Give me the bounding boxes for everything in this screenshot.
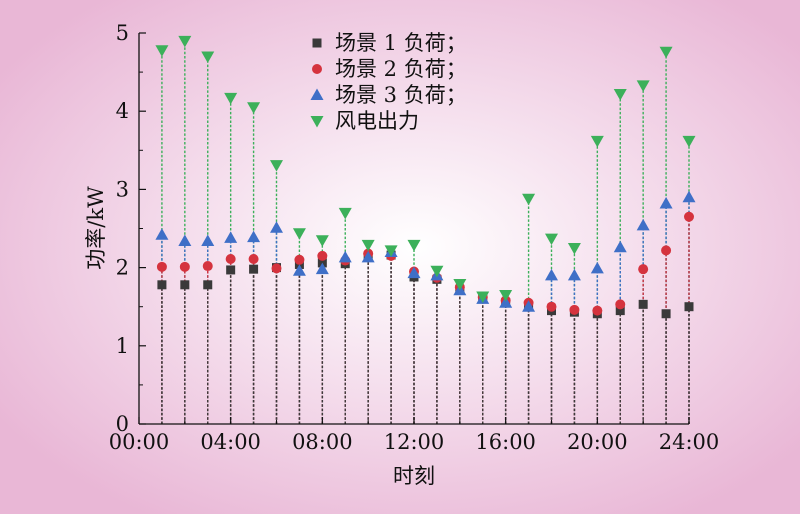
point-s4-4 — [224, 92, 238, 105]
point-s3-17 — [522, 300, 536, 312]
point-s4-12 — [407, 239, 421, 252]
point-s4-19 — [567, 243, 581, 255]
x-tick-label: 12:00 — [384, 430, 445, 454]
point-s4-13 — [430, 265, 444, 278]
x-tick-label: 24:00 — [659, 430, 720, 454]
point-s1-2 — [180, 280, 190, 290]
legend: 场景 1 负荷；场景 2 负荷；场景 3 负荷；风电出力 — [310, 31, 467, 133]
point-s3-23 — [659, 196, 673, 209]
point-s3-8 — [315, 262, 329, 275]
x-tick-label: 08:00 — [292, 430, 353, 454]
y-axis-title: 功率/kW — [84, 186, 108, 270]
point-s4-23 — [659, 46, 673, 59]
point-s1-3 — [203, 280, 213, 290]
point-s4-8 — [315, 235, 329, 247]
y-tick-label: 4 — [116, 99, 129, 123]
data-markers — [155, 35, 696, 319]
point-s3-22 — [636, 218, 650, 231]
point-s3-3 — [201, 234, 215, 247]
point-s1-23 — [661, 309, 671, 319]
point-s3-10 — [361, 250, 375, 263]
point-s2-7 — [294, 254, 305, 265]
point-s2-24 — [684, 211, 694, 222]
point-s4-5 — [247, 102, 261, 114]
point-s1-4 — [226, 265, 236, 275]
point-s4-21 — [613, 88, 627, 101]
point-s4-24 — [682, 135, 696, 148]
x-tick-label: 20:00 — [567, 430, 628, 454]
point-s3-6 — [270, 221, 283, 233]
legend-label-2: 场景 2 负荷； — [335, 57, 467, 81]
point-s4-20 — [590, 135, 604, 148]
point-s3-7 — [292, 264, 306, 276]
point-s2-20 — [592, 305, 603, 316]
legend-label-4: 风电出力 — [335, 109, 419, 133]
point-s3-2 — [178, 234, 192, 247]
point-s2-21 — [615, 299, 626, 310]
point-s1-5 — [249, 264, 259, 274]
point-s4-3 — [201, 51, 215, 63]
y-tick-label: 5 — [116, 21, 129, 45]
point-s2-23 — [661, 245, 672, 256]
point-s4-15 — [476, 291, 490, 304]
x-tick-label: 04:00 — [200, 430, 261, 454]
point-s2-22 — [638, 264, 649, 275]
point-s4-11 — [384, 245, 398, 257]
point-s4-18 — [545, 233, 558, 246]
point-s2-6 — [271, 263, 282, 274]
point-s3-4 — [224, 231, 238, 243]
point-s2-18 — [546, 301, 557, 312]
legend-marker-1 — [312, 38, 322, 48]
point-s4-22 — [636, 80, 650, 92]
point-s4-1 — [155, 45, 169, 57]
point-s3-20 — [590, 261, 604, 274]
point-s3-19 — [567, 268, 581, 281]
point-s1-1 — [157, 280, 167, 290]
point-s3-12 — [407, 266, 421, 279]
point-s3-24 — [682, 190, 696, 203]
point-s3-21 — [613, 240, 627, 253]
point-s4-14 — [453, 279, 467, 291]
point-s2-3 — [202, 261, 213, 272]
legend-label-3: 场景 3 负荷； — [335, 83, 467, 107]
point-s3-1 — [155, 228, 169, 240]
point-s2-8 — [317, 250, 328, 261]
point-s4-7 — [292, 228, 306, 240]
x-axis-title: 时刻 — [393, 464, 435, 488]
x-tick-label: 00:00 — [109, 430, 170, 454]
y-tick-label: 3 — [116, 177, 129, 201]
point-s2-2 — [179, 261, 190, 272]
point-s2-5 — [248, 253, 259, 264]
point-s4-10 — [361, 239, 375, 252]
axes: 0 1 2 3 4 5 00:00 04:00 08:00 12:00 16:00 20:00 24:0… — [109, 21, 720, 454]
point-s3-16 — [499, 296, 513, 308]
point-s4-2 — [178, 35, 192, 48]
point-s2-1 — [156, 261, 167, 272]
point-s4-16 — [499, 289, 513, 302]
point-s4-9 — [338, 207, 352, 220]
y-tick-label: 2 — [116, 256, 129, 280]
x-tick-label: 16:00 — [475, 430, 536, 454]
legend-marker-2 — [312, 64, 322, 74]
point-s3-18 — [545, 268, 558, 281]
point-s4-17 — [522, 193, 536, 206]
point-s1-24 — [684, 302, 694, 312]
legend-marker-4 — [310, 116, 324, 128]
legend-label-1: 场景 1 负荷； — [335, 31, 467, 55]
point-s1-21 — [615, 306, 625, 316]
point-s3-5 — [247, 230, 261, 243]
point-s4-6 — [270, 160, 283, 172]
y-tick-label: 0 — [116, 412, 129, 436]
point-s2-19 — [569, 304, 580, 315]
point-s3-9 — [338, 250, 352, 263]
legend-marker-3 — [310, 88, 324, 100]
y-tick-label: 1 — [116, 334, 129, 358]
point-s1-22 — [638, 299, 648, 309]
point-s2-4 — [225, 253, 236, 264]
